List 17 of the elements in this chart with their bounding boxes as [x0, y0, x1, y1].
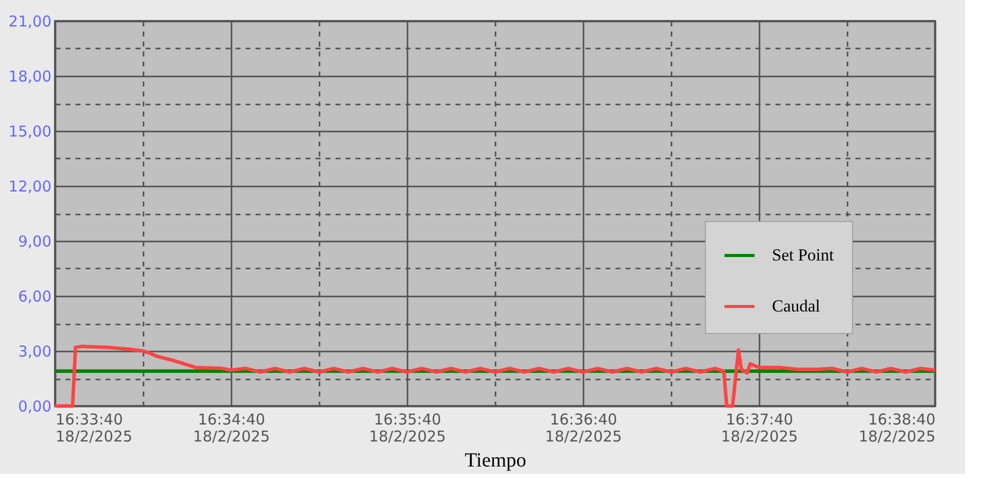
x-tick-label: 16:36:40 18/2/2025 [545, 410, 622, 446]
y-tick-label: 9,00 [18, 232, 52, 250]
legend-label: Set Point [772, 246, 834, 264]
y-tick-label: 3,00 [18, 342, 52, 360]
y-tick-label: 18,00 [8, 68, 52, 86]
x-tick-label: 16:34:40 18/2/2025 [193, 410, 270, 446]
y-tick-label: 21,00 [8, 12, 52, 30]
y-tick-label: 0,00 [18, 398, 52, 416]
y-tick-label: 12,00 [8, 178, 52, 196]
x-tick-label: 16:38:40 18/2/2025 [858, 410, 936, 446]
x-tick-label: 16:37:40 18/2/2025 [721, 410, 798, 446]
x-axis-title: Tiempo [464, 450, 526, 472]
y-tick-label: 6,00 [18, 288, 52, 306]
x-tick-label: 16:35:40 18/2/2025 [369, 410, 446, 446]
x-tick-label: 16:33:40 18/2/2025 [56, 410, 132, 446]
y-tick-label: 15,00 [8, 122, 52, 140]
legend-label: Caudal [772, 296, 820, 316]
